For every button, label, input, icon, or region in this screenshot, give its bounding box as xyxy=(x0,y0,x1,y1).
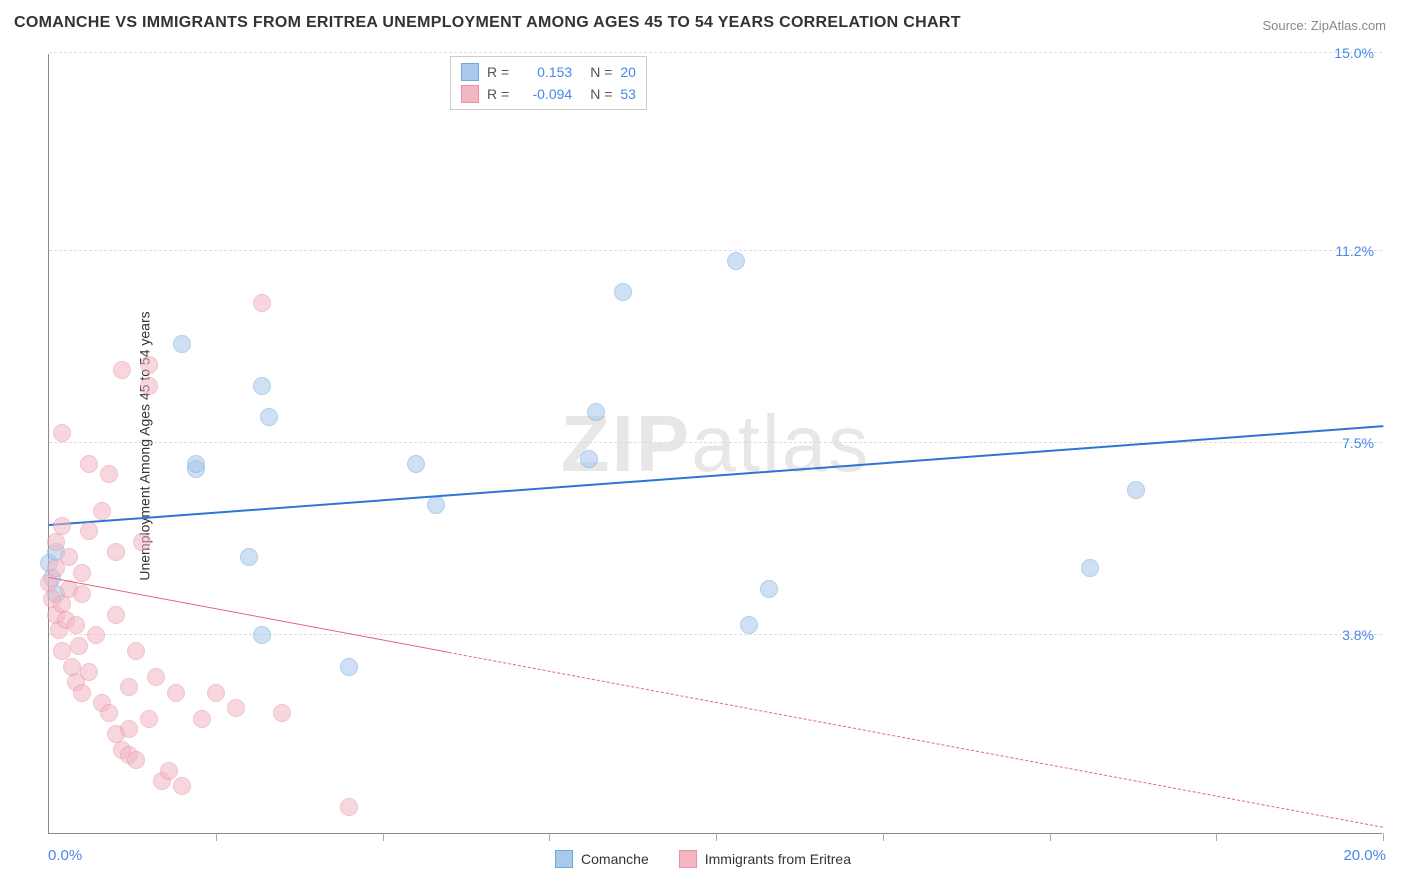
comanche-point xyxy=(253,626,271,644)
eritrea-point xyxy=(73,684,91,702)
comanche-point xyxy=(240,548,258,566)
eritrea-point xyxy=(193,710,211,728)
n-label: N = xyxy=(590,64,612,80)
eritrea-point xyxy=(120,720,138,738)
r-label: R = xyxy=(487,64,509,80)
comanche-legend-label: Comanche xyxy=(581,851,649,867)
eritrea-point xyxy=(113,361,131,379)
x-tick xyxy=(716,833,717,841)
y-tick-label: 11.2% xyxy=(1335,243,1374,259)
comanche-point xyxy=(260,408,278,426)
eritrea-point xyxy=(140,356,158,374)
x-tick xyxy=(883,833,884,841)
eritrea-point xyxy=(73,564,91,582)
comanche-point xyxy=(614,283,632,301)
eritrea-point xyxy=(80,455,98,473)
correlation-row-eritrea: R = -0.094 N = 53 xyxy=(461,83,636,105)
x-tick xyxy=(383,833,384,841)
series-legend: Comanche Immigrants from Eritrea xyxy=(555,850,851,868)
eritrea-point xyxy=(227,699,245,717)
comanche-point xyxy=(740,616,758,634)
x-tick xyxy=(1050,833,1051,841)
x-axis-min-label: 0.0% xyxy=(48,847,82,864)
comanche-point xyxy=(340,658,358,676)
gridline xyxy=(49,250,1382,251)
comanche-point xyxy=(1081,559,1099,577)
comanche-point xyxy=(587,403,605,421)
eritrea-point xyxy=(100,704,118,722)
eritrea-point xyxy=(140,377,158,395)
r-value: 0.153 xyxy=(517,64,572,80)
eritrea-point xyxy=(133,533,151,551)
comanche-point xyxy=(1127,481,1145,499)
x-tick xyxy=(1216,833,1217,841)
comanche-point xyxy=(173,335,191,353)
n-value: 53 xyxy=(620,86,636,102)
eritrea-point xyxy=(93,502,111,520)
eritrea-point xyxy=(147,668,165,686)
eritrea-point xyxy=(80,663,98,681)
eritrea-point xyxy=(160,762,178,780)
comanche-point xyxy=(187,455,205,473)
x-tick xyxy=(549,833,550,841)
eritrea-point xyxy=(207,684,225,702)
eritrea-point xyxy=(73,585,91,603)
chart-title: COMANCHE VS IMMIGRANTS FROM ERITREA UNEM… xyxy=(14,14,961,32)
eritrea-point xyxy=(87,626,105,644)
x-tick xyxy=(1383,833,1384,841)
eritrea-point xyxy=(140,710,158,728)
comanche-point xyxy=(727,252,745,270)
eritrea-point xyxy=(127,751,145,769)
comanche-point xyxy=(580,450,598,468)
eritrea-point xyxy=(127,642,145,660)
eritrea-point xyxy=(67,616,85,634)
gridline xyxy=(49,634,1382,635)
eritrea-point xyxy=(60,548,78,566)
eritrea-point xyxy=(253,294,271,312)
eritrea-point xyxy=(340,798,358,816)
r-value: -0.094 xyxy=(517,86,572,102)
gridline xyxy=(49,52,1382,53)
eritrea-legend-swatch xyxy=(679,850,697,868)
comanche-point xyxy=(427,496,445,514)
y-tick-label: 3.8% xyxy=(1342,627,1374,643)
legend-item-eritrea: Immigrants from Eritrea xyxy=(679,850,851,868)
eritrea-point xyxy=(100,465,118,483)
eritrea-point xyxy=(80,522,98,540)
correlation-row-comanche: R = 0.153 N = 20 xyxy=(461,61,636,83)
correlation-legend: R = 0.153 N = 20 R = -0.094 N = 53 xyxy=(450,56,647,110)
eritrea-point xyxy=(70,637,88,655)
x-tick xyxy=(216,833,217,841)
eritrea-point xyxy=(120,678,138,696)
eritrea-point xyxy=(173,777,191,795)
eritrea-point xyxy=(47,533,65,551)
eritrea-trend-line-dashed xyxy=(449,652,1383,828)
y-tick-label: 7.5% xyxy=(1342,435,1374,451)
legend-item-comanche: Comanche xyxy=(555,850,649,868)
eritrea-point xyxy=(107,606,125,624)
comanche-swatch xyxy=(461,63,479,81)
x-axis-max-label: 20.0% xyxy=(1343,847,1386,864)
comanche-point xyxy=(760,580,778,598)
source-text: Source: ZipAtlas.com xyxy=(1262,18,1386,33)
n-label: N = xyxy=(590,86,612,102)
eritrea-point xyxy=(167,684,185,702)
comanche-point xyxy=(253,377,271,395)
eritrea-swatch xyxy=(461,85,479,103)
plot-area: ZIPatlas 3.8%7.5%11.2%15.0% xyxy=(48,54,1382,834)
eritrea-point xyxy=(273,704,291,722)
comanche-trend-line xyxy=(49,425,1383,526)
n-value: 20 xyxy=(620,64,636,80)
y-tick-label: 15.0% xyxy=(1334,45,1374,61)
eritrea-legend-label: Immigrants from Eritrea xyxy=(705,851,851,867)
r-label: R = xyxy=(487,86,509,102)
comanche-point xyxy=(407,455,425,473)
eritrea-point xyxy=(53,424,71,442)
gridline xyxy=(49,442,1382,443)
comanche-legend-swatch xyxy=(555,850,573,868)
eritrea-point xyxy=(107,543,125,561)
eritrea-point xyxy=(53,517,71,535)
